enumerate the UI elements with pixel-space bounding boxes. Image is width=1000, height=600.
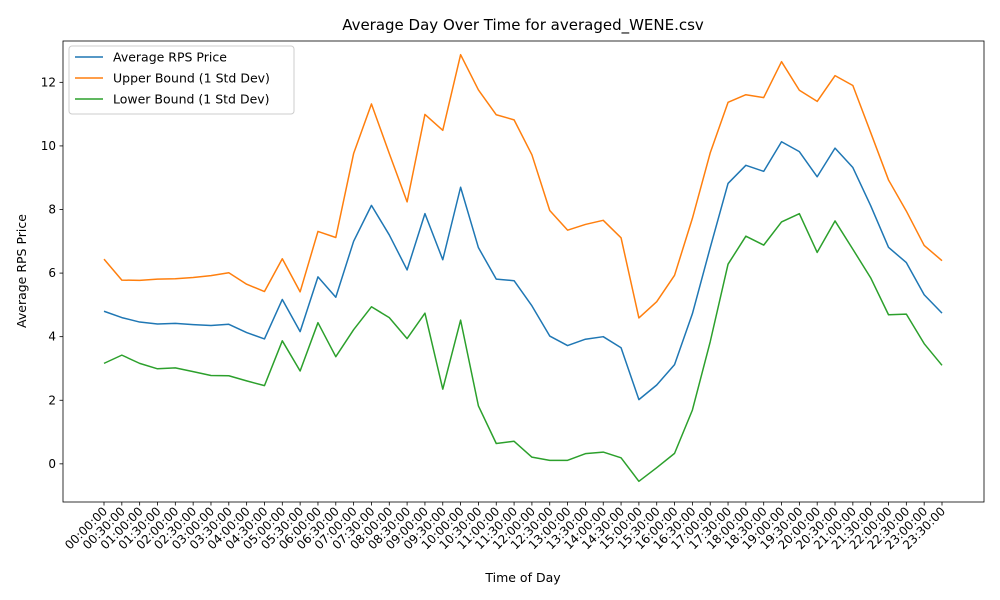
- series-line-3: [103, 212, 943, 483]
- y-tick-label: 2: [48, 393, 56, 407]
- plot-area: [62, 40, 985, 503]
- y-tick-label: 6: [48, 266, 56, 280]
- legend-entry: Average RPS Price: [113, 50, 227, 65]
- legend-box: [68, 45, 295, 115]
- legend-entry: Upper Bound (1 Std Dev): [113, 71, 270, 86]
- x-axis: 00:00:0000:30:0001:00:0001:30:0002:00:00…: [62, 502, 948, 552]
- y-tick-label: 8: [48, 203, 56, 217]
- series-line-2: [103, 53, 943, 319]
- y-tick-label: 0: [48, 457, 56, 471]
- chart-title: Average Day Over Time for averaged_WENE.…: [342, 16, 704, 35]
- legend: Average RPS Price Upper Bound (1 Std Dev)…: [68, 45, 295, 115]
- y-tick-label: 4: [48, 330, 56, 344]
- plot-frame: [62, 40, 985, 503]
- legend-entry: Lower Bound (1 Std Dev): [113, 92, 270, 107]
- y-axis-label: Average RPS Price: [14, 214, 29, 328]
- series-line-1: [103, 141, 943, 401]
- y-tick-label: 12: [41, 75, 56, 89]
- y-tick-label: 10: [41, 139, 56, 153]
- y-axis: 0 2 4 6 8 10 12: [41, 75, 63, 471]
- x-axis-label: Time of Day: [484, 570, 561, 585]
